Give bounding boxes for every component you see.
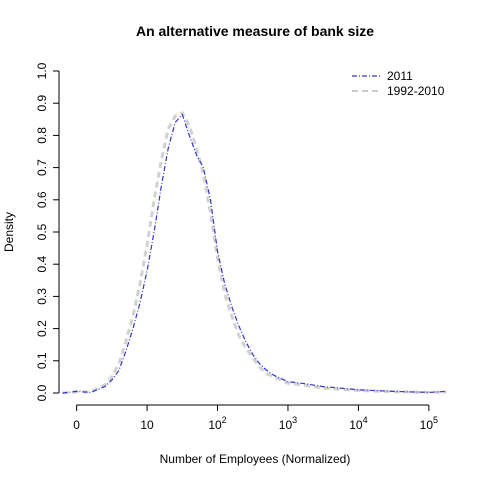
y-tick-label: 0.0: [35, 384, 49, 401]
y-tick-label: 0.1: [35, 352, 49, 369]
series-layer: [62, 111, 447, 395]
chart-title: An alternative measure of bank size: [136, 23, 374, 39]
y-tick-label: 0.6: [35, 191, 49, 208]
y-tick-label: 0.4: [35, 256, 49, 273]
y-tick-label: 0.5: [35, 223, 49, 240]
y-tick-label: 0.9: [35, 95, 49, 112]
series-line-1992-2010: [62, 111, 447, 395]
legend-label-1992-2010: 1992-2010: [387, 84, 445, 98]
legend-label-2011: 2011: [387, 69, 413, 83]
y-tick-label: 1.0: [35, 62, 49, 79]
x-tick-label: 102: [208, 415, 226, 432]
axes: 0.0 0.1 0.2 0.3 0.4 0.5 0.6 0.7 0.8 0.9 1.0 0 10 102 1…: [35, 62, 438, 432]
x-axis-label: Number of Employees (Normalized): [160, 452, 351, 466]
x-tick-label: 0: [73, 418, 80, 432]
x-tick-label: 103: [279, 415, 297, 432]
x-tick-label: 105: [420, 415, 438, 432]
y-tick-label: 0.7: [35, 159, 49, 176]
y-tick-label: 0.8: [35, 127, 49, 144]
series-line-2011: [62, 113, 447, 394]
y-axis-label: Density: [2, 212, 16, 252]
y-tick-label: 0.3: [35, 288, 49, 305]
x-tick-label: 10: [140, 418, 154, 432]
y-tick-label: 0.2: [35, 320, 49, 337]
x-tick-label: 104: [349, 415, 367, 432]
